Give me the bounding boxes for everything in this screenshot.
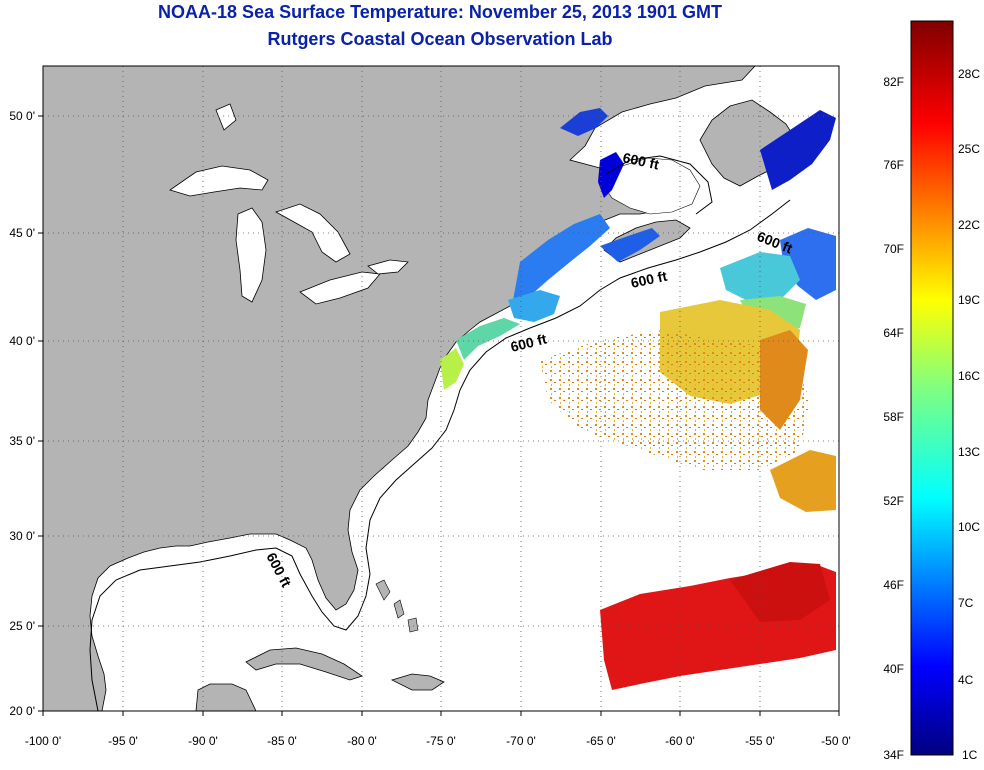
colorbar-c-label: 7C	[958, 596, 974, 610]
colorbar-c-label: 10C	[958, 520, 980, 534]
lat-label: 40 0'	[9, 334, 35, 348]
colorbar-f-label: 58F	[883, 410, 904, 424]
colorbar-c-label: 22C	[958, 218, 980, 232]
map-subtitle: Rutgers Coastal Ocean Observation Lab	[267, 29, 613, 49]
colorbar-f-label: 34F	[883, 748, 904, 762]
colorbar-f-label: 52F	[883, 494, 904, 508]
colorbar-f-labels: 82F 76F 70F 64F 58F 52F 46F 40F 34F	[883, 75, 904, 762]
lon-label: -90 0'	[188, 734, 218, 748]
colorbar-f-label: 82F	[883, 75, 904, 89]
colorbar	[910, 20, 954, 756]
lon-label: -50 0'	[821, 734, 851, 748]
lon-label: -70 0'	[506, 734, 536, 748]
lat-label: 20 0'	[9, 704, 35, 718]
lat-label: 45 0'	[9, 226, 35, 240]
gulf-st-lawrence	[599, 157, 701, 215]
map-title: NOAA-18 Sea Surface Temperature: Novembe…	[158, 2, 722, 22]
lat-label: 35 0'	[9, 434, 35, 448]
lat-label: 50 0'	[9, 109, 35, 123]
contour-label: 600 ft	[629, 268, 668, 291]
colorbar-f-label: 76F	[883, 158, 904, 172]
lon-label: -60 0'	[665, 734, 695, 748]
colorbar-f-label: 64F	[883, 326, 904, 340]
yucatan-land	[195, 683, 257, 711]
colorbar-c-label: 25C	[958, 142, 980, 156]
colorbar-c-label: 4C	[958, 673, 974, 687]
lat-label: 30 0'	[9, 529, 35, 543]
colorbar-c-label: 28C	[958, 67, 980, 81]
colorbar-f-label: 40F	[883, 662, 904, 676]
latitude-labels: 50 0' 45 0' 40 0' 35 0' 30 0' 25 0' 20 0…	[9, 109, 35, 718]
lon-label: -55 0'	[745, 734, 775, 748]
axis-ticks	[38, 115, 840, 716]
lon-label: -95 0'	[108, 734, 138, 748]
lat-label: 25 0'	[9, 619, 35, 633]
longitude-labels: -100 0' -95 0' -90 0' -85 0' -80 0' -75 …	[25, 734, 851, 748]
isobath-600ft	[89, 199, 791, 711]
colorbar-c-label: 13C	[958, 445, 980, 459]
lon-label: -100 0'	[25, 734, 61, 748]
colorbar-f-label: 70F	[883, 242, 904, 256]
contour-label: 600 ft	[621, 149, 660, 172]
colorbar-f-label: 46F	[883, 578, 904, 592]
colorbar-c-label: 19C	[958, 293, 980, 307]
lon-label: -80 0'	[347, 734, 377, 748]
lon-label: -75 0'	[426, 734, 456, 748]
colorbar-c-label: 1C	[962, 748, 978, 762]
lon-label: -65 0'	[586, 734, 616, 748]
bahamas-land	[375, 579, 419, 633]
sst-observations	[440, 108, 836, 690]
colorbar-c-label: 16C	[958, 369, 980, 383]
lon-label: -85 0'	[267, 734, 297, 748]
hispaniola-land	[390, 673, 445, 691]
colorbar-c-labels: 28C 25C 22C 19C 16C 13C 10C 7C 4C 1C	[958, 67, 980, 762]
isobath-600ft-gulf	[605, 155, 713, 215]
cuba-land	[245, 647, 363, 681]
